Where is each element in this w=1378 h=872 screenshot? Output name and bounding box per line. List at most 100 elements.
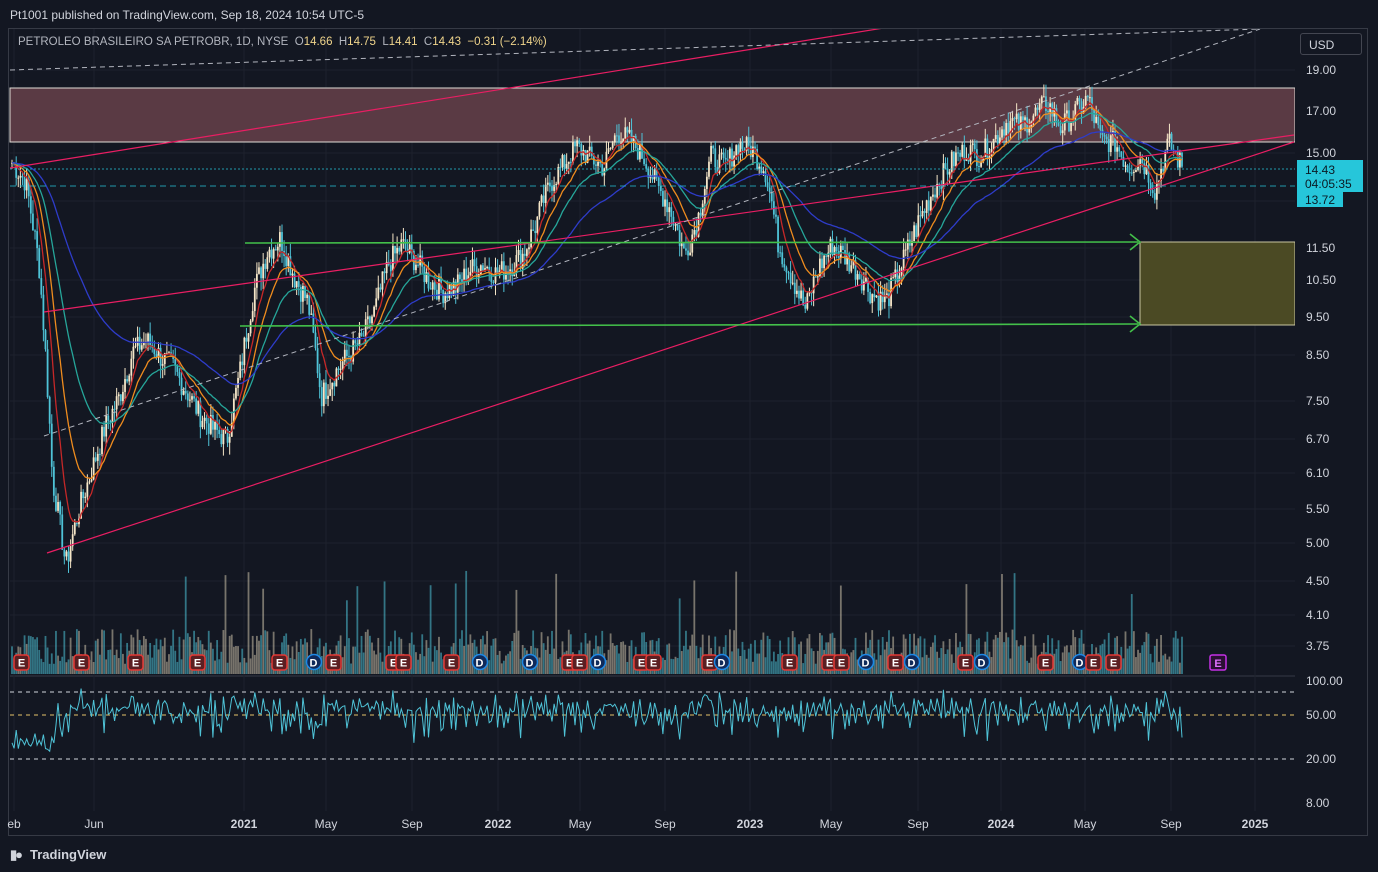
volume-bar xyxy=(950,654,953,674)
candle-body xyxy=(42,294,45,331)
event-label: E xyxy=(638,658,645,670)
event-marker[interactable]: E xyxy=(833,654,850,671)
price-axis[interactable]: 19.0017.0015.0013.0011.5010.509.508.507.… xyxy=(1306,63,1336,653)
event-marker[interactable]: E xyxy=(13,654,30,671)
volume-bar xyxy=(1019,644,1022,674)
high-value: 14.75 xyxy=(347,36,376,48)
candle-body xyxy=(316,348,319,374)
candle-body xyxy=(1040,96,1043,104)
candle-body xyxy=(1017,113,1020,130)
volume-bar xyxy=(42,662,45,674)
volume-bar xyxy=(515,589,518,674)
volume-bar xyxy=(697,658,700,674)
candle-body xyxy=(15,164,18,178)
volume-bar xyxy=(513,632,516,674)
event-marker[interactable]: D xyxy=(1071,653,1089,671)
volume-bar xyxy=(266,631,269,674)
event-marker[interactable]: E xyxy=(887,654,904,671)
event-marker[interactable]: E xyxy=(1105,654,1122,671)
candle-body xyxy=(385,261,388,274)
candle-body xyxy=(1147,165,1150,183)
support-arrows[interactable] xyxy=(239,233,1142,333)
candle-body xyxy=(44,330,47,350)
candle-body xyxy=(992,139,995,150)
event-marker[interactable]: D xyxy=(589,653,607,671)
volume-bar xyxy=(760,639,763,674)
event-label: E xyxy=(892,658,899,670)
volume-bar xyxy=(996,637,999,674)
volume-bar xyxy=(800,641,802,674)
volume-bar xyxy=(668,643,671,674)
volume-bar xyxy=(544,649,547,674)
volume-bar xyxy=(852,650,855,674)
event-marker[interactable]: D xyxy=(713,653,731,671)
volume-bar xyxy=(310,629,313,674)
event-marker[interactable]: E xyxy=(957,654,974,671)
volume-bar xyxy=(666,644,669,674)
event-marker[interactable]: D xyxy=(521,653,539,671)
event-marker[interactable]: D xyxy=(305,653,323,671)
candle-body xyxy=(302,285,304,302)
candle-body xyxy=(331,382,334,390)
candle-body xyxy=(371,316,373,324)
rsi-tick-label: 100.00 xyxy=(1306,674,1343,688)
event-marker[interactable]: E xyxy=(443,654,460,671)
trend-channel[interactable] xyxy=(9,27,1295,554)
candle-body xyxy=(75,522,78,525)
volume-bar xyxy=(109,649,112,674)
candle-body xyxy=(904,249,907,251)
candle-body xyxy=(111,408,114,423)
currency-button[interactable]: USD xyxy=(1300,33,1362,55)
event-marker[interactable]: E xyxy=(1037,654,1054,671)
volume-bar xyxy=(218,659,221,674)
volume-bar xyxy=(588,640,591,674)
event-markers[interactable]: E E E E E D E E E DE D E E D E E E D E E E D E D E D E D E E E xyxy=(13,653,1227,671)
event-marker[interactable]: E xyxy=(325,654,342,671)
volume-bar xyxy=(40,658,43,674)
support-lower-line xyxy=(239,323,1139,327)
candle-body xyxy=(883,296,886,303)
event-label: E xyxy=(276,658,283,670)
price-tick-label: 5.50 xyxy=(1306,502,1330,516)
candle-body xyxy=(36,231,39,249)
future-event-marker[interactable]: E xyxy=(1209,654,1227,671)
candle-body xyxy=(957,152,959,154)
candle-body xyxy=(563,155,566,169)
event-marker[interactable]: E xyxy=(73,654,90,671)
event-marker[interactable]: E xyxy=(271,654,288,671)
event-marker[interactable]: E xyxy=(571,654,588,671)
volume-bar xyxy=(674,656,677,674)
event-marker[interactable]: E xyxy=(127,654,144,671)
candle-body xyxy=(586,150,589,163)
candle-body xyxy=(1005,123,1008,136)
volume-bar xyxy=(762,632,765,674)
event-marker[interactable]: E xyxy=(395,654,412,671)
volume-bar xyxy=(1061,652,1064,674)
candle-body xyxy=(193,396,195,399)
candle-body xyxy=(551,186,553,191)
event-marker[interactable]: E xyxy=(645,654,662,671)
candle-body xyxy=(701,203,704,216)
symbol-legend[interactable]: PETROLEO BRASILEIRO SA PETROBR, 1D, NYSE… xyxy=(18,36,547,48)
candle-body xyxy=(521,253,524,269)
candle-body xyxy=(745,137,748,152)
event-label: D xyxy=(594,658,602,670)
candle-body xyxy=(1114,131,1116,152)
volume-bar xyxy=(1160,635,1162,674)
event-marker[interactable]: D xyxy=(471,653,489,671)
volume-bar xyxy=(685,630,687,674)
time-axis[interactable]: eb Jun 2021 May Sep 2022 May Sep 2023 May Sep 2024 M… xyxy=(7,817,1268,831)
event-marker[interactable]: D xyxy=(973,653,991,671)
event-marker[interactable]: E xyxy=(1085,654,1102,671)
candle-body xyxy=(854,260,857,280)
event-marker[interactable]: E xyxy=(189,654,206,671)
tradingview-logo[interactable]: ▮● TradingView xyxy=(10,847,106,863)
event-marker[interactable]: D xyxy=(903,653,921,671)
volume-bar xyxy=(605,660,608,674)
event-marker[interactable]: D xyxy=(857,653,875,671)
volume-bar xyxy=(153,645,156,674)
candle-body xyxy=(396,247,399,254)
event-marker[interactable]: E xyxy=(781,654,798,671)
volume-bar xyxy=(766,635,769,674)
